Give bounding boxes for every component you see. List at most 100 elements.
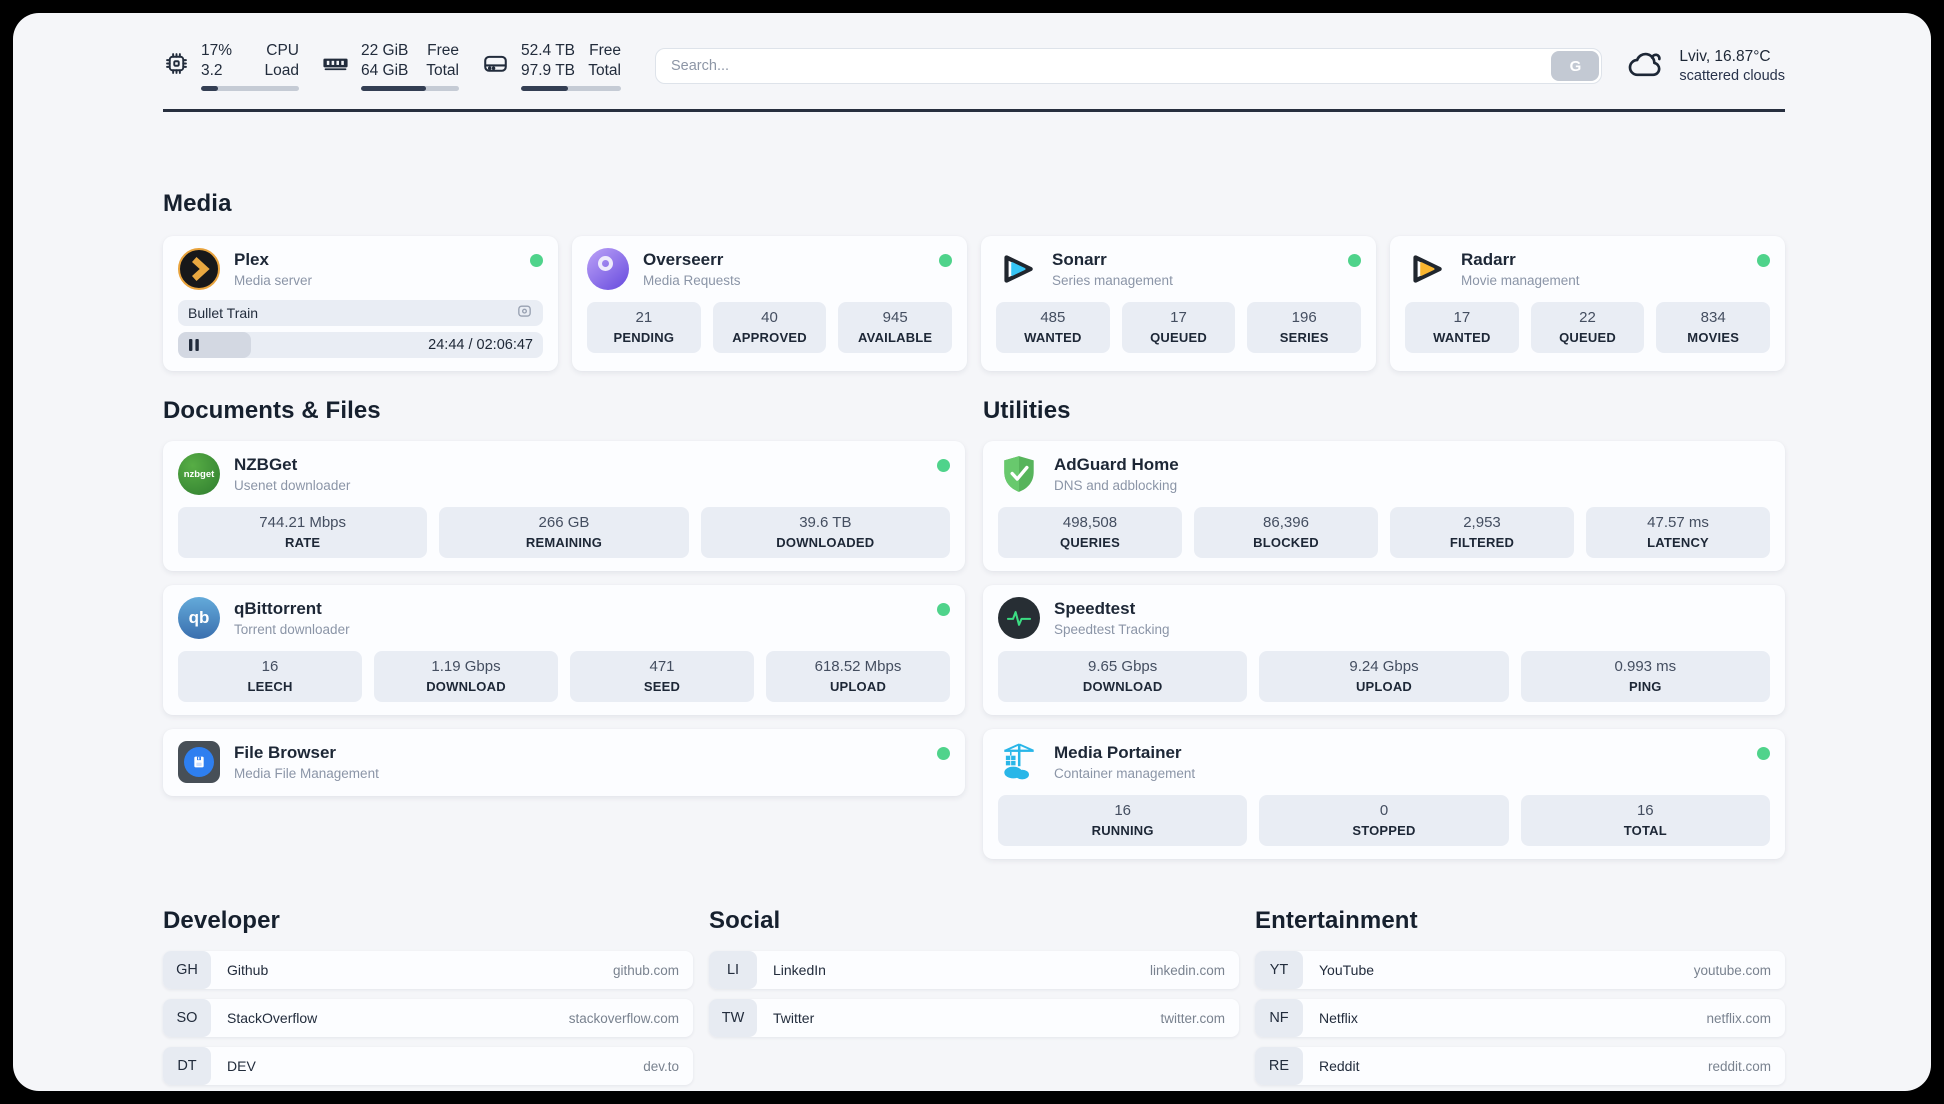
stat-value: 16 bbox=[261, 658, 279, 675]
storage-widget: 52.4 TB Free 97.9 TB Total bbox=[481, 41, 621, 91]
storage-progress-fill bbox=[521, 86, 568, 91]
link-abbr: YT bbox=[1255, 951, 1303, 989]
link-netflix[interactable]: NF Netflix netflix.com bbox=[1255, 999, 1785, 1037]
link-github[interactable]: GH Github github.com bbox=[163, 951, 693, 989]
stat-label: QUEUED bbox=[1559, 330, 1616, 345]
stat-value: 17 bbox=[1453, 309, 1471, 326]
card-sonarr[interactable]: Sonarr Series management 485 WANTED 17 QUE… bbox=[981, 236, 1376, 371]
stat-value: 47.57 ms bbox=[1647, 514, 1709, 531]
status-dot bbox=[937, 747, 950, 760]
app-name: Speedtest bbox=[1054, 598, 1136, 618]
link-name: LinkedIn bbox=[773, 962, 826, 978]
link-reddit[interactable]: RE Reddit reddit.com bbox=[1255, 1047, 1785, 1085]
card-nzbget[interactable]: nzbget NZBGet Usenet downloader 744.21 M… bbox=[163, 441, 965, 571]
stat-value: 266 GB bbox=[538, 514, 590, 531]
app-name: Radarr bbox=[1461, 249, 1516, 269]
stat-tile: 16 LEECH bbox=[178, 651, 362, 702]
now-playing-bar: Bullet Train bbox=[178, 300, 543, 326]
now-playing-title: Bullet Train bbox=[188, 305, 259, 321]
display-icon bbox=[516, 303, 533, 323]
card-filebrowser[interactable]: File Browser Media File Management bbox=[163, 729, 965, 796]
link-abbr: RE bbox=[1255, 1047, 1303, 1085]
adguard-icon bbox=[998, 453, 1040, 495]
status-dot bbox=[1757, 747, 1770, 760]
stat-value: 1.19 Gbps bbox=[431, 658, 501, 675]
link-name: Github bbox=[227, 962, 269, 978]
stat-label: DOWNLOADED bbox=[776, 535, 875, 550]
link-url: reddit.com bbox=[1707, 1058, 1771, 1074]
player-bar: 24:44 / 02:06:47 bbox=[178, 332, 543, 358]
card-portainer[interactable]: Media Portainer Container management 16 R… bbox=[983, 729, 1785, 859]
stat-value: 0.993 ms bbox=[1614, 658, 1677, 675]
link-dev[interactable]: DT DEV dev.to bbox=[163, 1047, 693, 1085]
card-qbittorrent[interactable]: qb qBittorrent Torrent downloader 16 LEEC… bbox=[163, 585, 965, 715]
search-input[interactable] bbox=[655, 48, 1603, 84]
card-adguard[interactable]: AdGuard Home DNS and adblocking 498,508 Q… bbox=[983, 441, 1785, 571]
stat-tile: 16 TOTAL bbox=[1520, 795, 1770, 846]
link-url: youtube.com bbox=[1693, 962, 1771, 978]
speedtest-icon bbox=[998, 597, 1040, 639]
memory-progress-fill bbox=[361, 86, 426, 91]
weather-condition: scattered clouds bbox=[1679, 68, 1785, 84]
card-radarr[interactable]: Radarr Movie management 17 WANTED 22 QUEUE… bbox=[1390, 236, 1785, 371]
link-twitter[interactable]: TW Twitter twitter.com bbox=[709, 999, 1239, 1037]
stat-label: DOWNLOAD bbox=[426, 679, 506, 694]
storage-total-value: 97.9 TB bbox=[521, 62, 576, 79]
google-search-button[interactable]: G bbox=[1551, 51, 1600, 81]
app-name: Plex bbox=[234, 249, 269, 269]
link-name: Netflix bbox=[1319, 1010, 1358, 1026]
entertainment-column: Entertainment YT YouTube youtube.com NF … bbox=[1255, 907, 1785, 1085]
stat-label: UPLOAD bbox=[1355, 679, 1413, 694]
stat-label: QUERIES bbox=[1060, 535, 1120, 550]
card-speedtest[interactable]: Speedtest Speedtest Tracking 9.65 Gbps DO… bbox=[983, 585, 1785, 715]
stat-label: RUNNING bbox=[1091, 823, 1154, 838]
stat-label: LEECH bbox=[247, 679, 293, 694]
stat-label: BLOCKED bbox=[1253, 535, 1319, 550]
filebrowser-icon bbox=[178, 741, 220, 783]
stat-value: 945 bbox=[882, 309, 908, 326]
weather-location-temperature: Lviv, 16.87°C bbox=[1679, 48, 1771, 65]
status-dot bbox=[530, 254, 543, 267]
stat-tile: 0.993 ms PING bbox=[1520, 651, 1770, 702]
weather-widget: Lviv, 16.87°C scattered clouds bbox=[1626, 44, 1785, 89]
search-bar: G bbox=[655, 48, 1603, 84]
memory-total-label: Total bbox=[426, 62, 459, 79]
link-url: netflix.com bbox=[1706, 1010, 1771, 1026]
app-description: Speedtest Tracking bbox=[1054, 621, 1170, 637]
card-overseerr[interactable]: Overseerr Media Requests 21 PENDING 40 APP… bbox=[572, 236, 967, 371]
link-url: stackoverflow.com bbox=[568, 1010, 679, 1026]
app-name: Sonarr bbox=[1052, 249, 1107, 269]
link-name: YouTube bbox=[1319, 962, 1375, 978]
stat-tile: 0 STOPPED bbox=[1259, 795, 1509, 846]
link-stackoverflow[interactable]: SO StackOverflow stackoverflow.com bbox=[163, 999, 693, 1037]
memory-free-value: 22 GiB bbox=[361, 42, 409, 59]
memory-progress-track bbox=[361, 86, 459, 91]
section-title-utilities: Utilities bbox=[983, 397, 1071, 424]
link-linkedin[interactable]: LI LinkedIn linkedin.com bbox=[709, 951, 1239, 989]
stat-value: 196 bbox=[1291, 309, 1317, 326]
stat-value: 21 bbox=[635, 309, 653, 326]
ram-icon bbox=[321, 49, 350, 83]
link-youtube[interactable]: YT YouTube youtube.com bbox=[1255, 951, 1785, 989]
link-name: DEV bbox=[227, 1058, 256, 1074]
pause-button[interactable] bbox=[188, 338, 200, 352]
stat-value: 471 bbox=[649, 658, 675, 675]
app-description: Media File Management bbox=[234, 765, 379, 781]
portainer-icon bbox=[998, 741, 1040, 783]
storage-progress-track bbox=[521, 86, 621, 91]
playback-time: 24:44 / 02:06:47 bbox=[428, 337, 533, 353]
app-name: Overseerr bbox=[643, 249, 724, 269]
pause-icon bbox=[189, 339, 199, 351]
card-plex[interactable]: Plex Media server Bullet Train bbox=[163, 236, 558, 371]
link-url: github.com bbox=[612, 962, 679, 978]
status-dot bbox=[1757, 254, 1770, 267]
dashboard-window: 17% CPU 3.2 Load 22 GiB Free 64 GiB To bbox=[13, 13, 1931, 1091]
stat-label: QUEUED bbox=[1150, 330, 1207, 345]
stat-tile: 498,508 QUERIES bbox=[998, 507, 1182, 558]
stat-value: 9.65 Gbps bbox=[1088, 658, 1158, 675]
link-name: Twitter bbox=[773, 1010, 815, 1026]
stat-value: 744.21 Mbps bbox=[259, 514, 347, 531]
cpu-load-label: Load bbox=[264, 62, 299, 79]
section-title-developer: Developer bbox=[163, 907, 280, 934]
app-description: Usenet downloader bbox=[234, 477, 351, 493]
